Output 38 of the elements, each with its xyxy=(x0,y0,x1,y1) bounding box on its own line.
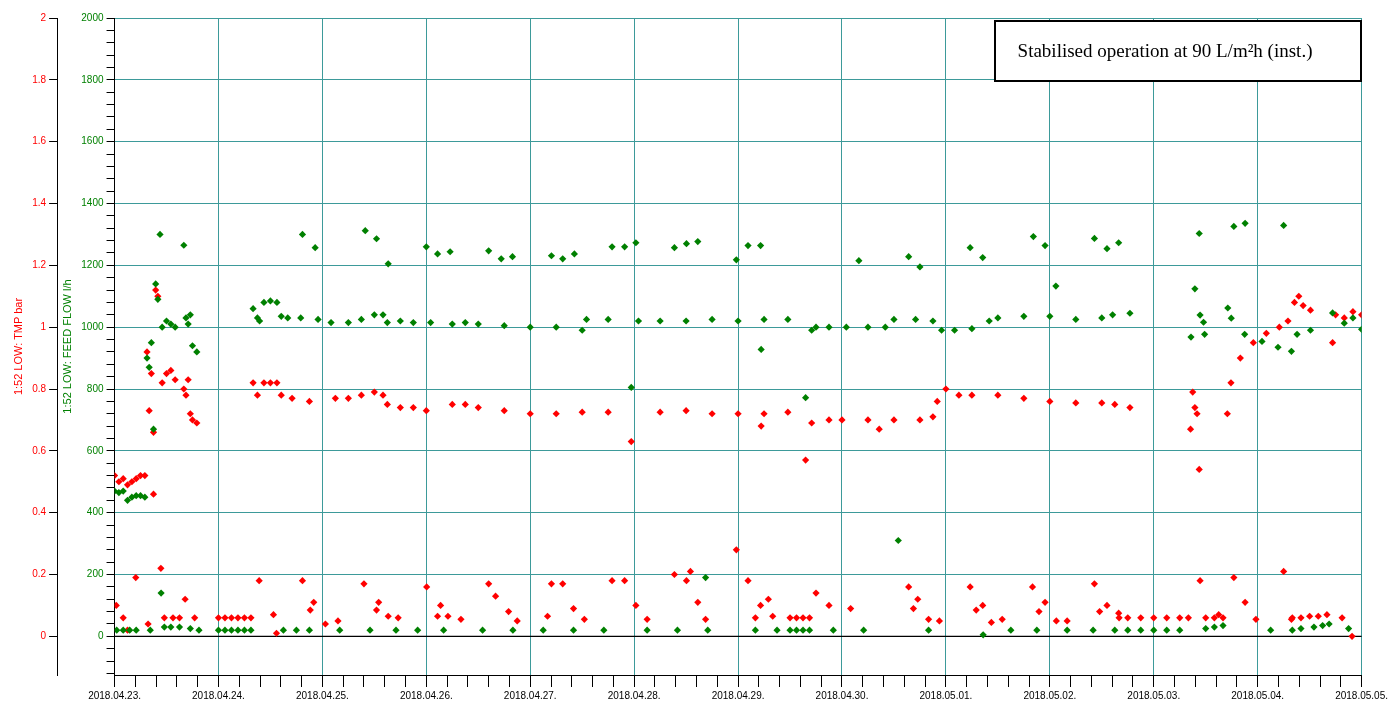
x-tick-label: 2018.05.05. xyxy=(1335,689,1388,701)
y-tick-label: 400 xyxy=(86,506,104,518)
x-tick-label: 2018.04.28. xyxy=(607,689,661,701)
y2-tick-label: 1.8 xyxy=(32,73,47,85)
y-tick-label: 1600 xyxy=(81,135,104,147)
y-axis-title: 1:52 LOW: FEED FLOW l/h xyxy=(60,279,73,414)
x-tick-label: 2018.05.02. xyxy=(1023,689,1077,701)
x-tick-label: 2018.04.25. xyxy=(295,689,349,701)
text-box: Stabilised operation at 90 L/m²h (inst.) xyxy=(993,20,1362,82)
y-tick-label: 200 xyxy=(86,568,104,580)
x-tick-label: 2018.04.23. xyxy=(88,689,141,701)
y-tick-label: 1200 xyxy=(81,259,104,271)
y2-tick-label: 0.8 xyxy=(32,382,47,394)
x-tick-label: 2018.04.26. xyxy=(399,689,453,701)
y-tick-label: 0 xyxy=(97,630,104,642)
y-tick-label: 2000 xyxy=(81,11,104,23)
y2-tick-label: 0 xyxy=(40,630,47,642)
y2-tick-label: 1.4 xyxy=(32,197,47,209)
y2-tick-label: 1.6 xyxy=(32,135,47,147)
x-tick-label: 2018.05.03. xyxy=(1127,689,1181,701)
y2-tick-label: 1.2 xyxy=(32,259,47,271)
x-tick-label: 2018.04.30. xyxy=(815,689,869,701)
x-tick-label: 2018.04.24. xyxy=(192,689,245,701)
y-tick-label: 800 xyxy=(86,382,104,394)
y-tick-label: 600 xyxy=(86,444,104,456)
x-tick-label: 2018.05.01. xyxy=(919,689,973,701)
y-tick-label: 1400 xyxy=(81,197,104,209)
y2-tick-label: 0.4 xyxy=(32,506,47,518)
y2-tick-label: 1 xyxy=(40,320,47,332)
y2-tick-label: 2 xyxy=(40,11,47,23)
y-tick-label: 1000 xyxy=(81,320,104,332)
x-tick-label: 2018.05.04. xyxy=(1231,689,1285,701)
x-tick-label: 2018.04.29. xyxy=(711,689,765,701)
y2-axis-title: 1:52 LOW: TMP bar xyxy=(11,297,24,396)
y-tick-label: 1800 xyxy=(81,73,104,85)
y2-tick-label: 0.6 xyxy=(32,444,47,456)
y2-tick-label: 0.2 xyxy=(32,568,47,580)
x-tick-label: 2018.04.27. xyxy=(503,689,557,701)
